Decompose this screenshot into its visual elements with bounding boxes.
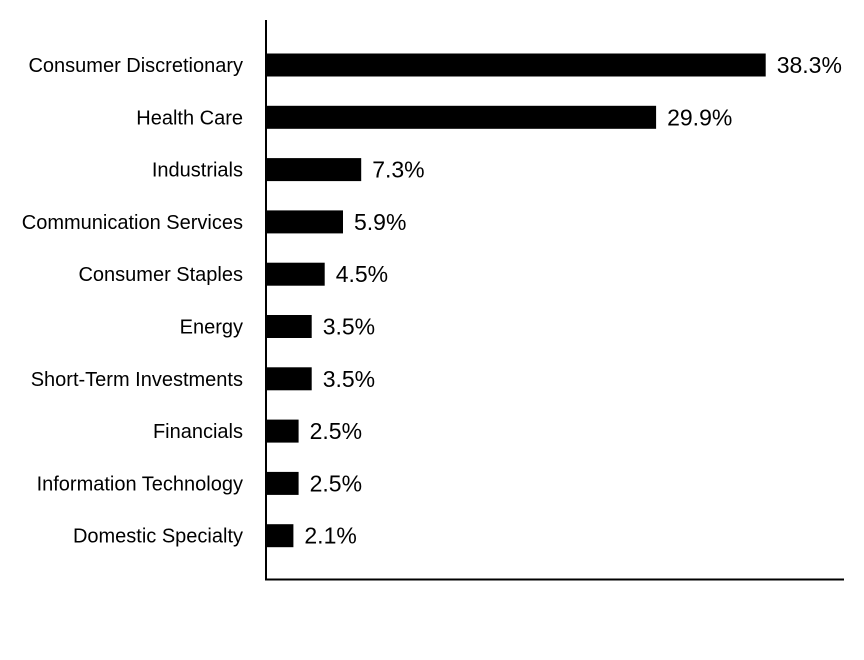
bars-layer <box>266 53 766 548</box>
category-label: Information Technology <box>37 473 243 495</box>
value-label: 5.9% <box>354 209 406 235</box>
category-label: Energy <box>180 317 243 339</box>
value-label: 29.9% <box>667 104 732 130</box>
bar <box>266 471 299 495</box>
bar <box>266 524 294 548</box>
category-label: Health Care <box>136 107 243 129</box>
value-label: 7.3% <box>372 157 424 183</box>
labels-layer: Consumer Discretionary 38.3% Health Care 29… <box>22 52 842 549</box>
category-label: Financials <box>153 421 243 443</box>
bar <box>266 210 343 234</box>
category-label: Short-Term Investments <box>31 369 243 391</box>
value-label: 3.5% <box>323 366 375 392</box>
bar <box>266 419 299 443</box>
value-label: 2.5% <box>310 470 362 496</box>
value-label: 4.5% <box>336 261 388 287</box>
category-label: Consumer Staples <box>78 264 243 286</box>
bar <box>266 262 325 286</box>
value-label: 2.1% <box>304 523 356 549</box>
value-label: 2.5% <box>310 418 362 444</box>
category-label: Domestic Specialty <box>73 526 243 548</box>
bar <box>266 158 362 182</box>
category-label: Consumer Discretionary <box>28 55 243 77</box>
value-label: 38.3% <box>777 52 842 78</box>
bar <box>266 105 657 129</box>
category-label: Industrials <box>152 160 243 182</box>
category-label: Communication Services <box>22 212 243 234</box>
bar <box>266 315 312 338</box>
value-label: 3.5% <box>323 314 375 340</box>
bar <box>266 367 312 391</box>
bar <box>266 53 766 77</box>
